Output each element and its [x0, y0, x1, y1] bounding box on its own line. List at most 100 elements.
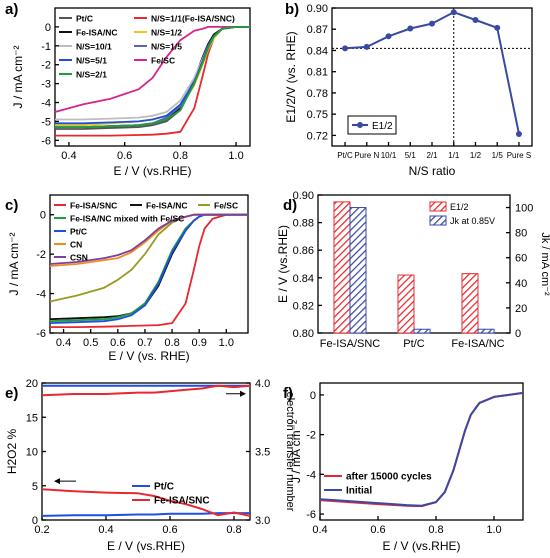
x-tick-label: 0.4 [98, 524, 113, 536]
bar-e-half [397, 274, 415, 334]
y-axis-label-right: electron transfer number [284, 392, 296, 512]
legend-label: CSN [70, 253, 88, 263]
x-tick-label: Fe-ISA/NC [451, 338, 504, 350]
x-tick-label: 0.4 [61, 150, 76, 162]
y-axis-label: J / mA cm⁻² [7, 232, 21, 295]
x-axis-label: E / V (vs. RHE) [108, 349, 189, 363]
legend-label: Fe-ISA/NC mixed with Fe/SC [70, 214, 184, 224]
x-tick-label: 0.8 [164, 337, 179, 349]
x-tick-label: Pure S [507, 151, 531, 160]
y-tick-label: 0 [515, 328, 521, 340]
y-tick-label: -4 [36, 289, 46, 301]
x-tick-label: 0.8 [428, 524, 443, 536]
panel-label: d) [283, 197, 297, 214]
x-axis-label: E / V (vs.RHE) [113, 164, 191, 178]
y-tick-label: -2 [41, 60, 51, 72]
data-point [363, 43, 370, 50]
panel-b: 0.72 0.75 0.78 0.81 0.84 0.87 0.90 Pt/C Pure N 10… [284, 1, 533, 178]
bar-e-half [333, 201, 351, 334]
y-tick-label: -6 [306, 509, 316, 521]
x-tick-label: 1/2 [470, 151, 482, 160]
x-tick-label: 0.8 [173, 150, 188, 162]
legend-label: N/S=1/2 [151, 28, 182, 38]
x-tick-label: Pt/C [403, 338, 424, 350]
y-tick-label: 0.90 [307, 3, 328, 15]
y-tick-label: 80 [515, 228, 527, 240]
y-tick-label: -6 [41, 135, 51, 147]
x-tick-label: 0.4 [312, 524, 327, 536]
y-tick-label: 40 [515, 278, 527, 290]
legend-label: Fe/SC [151, 56, 175, 66]
series-line [41, 512, 250, 517]
y-tick-label: 3.0 [255, 515, 270, 527]
data-point [407, 25, 414, 32]
data-point [385, 33, 392, 40]
series-line [50, 213, 248, 329]
series-line [319, 391, 524, 507]
series-line [55, 25, 250, 128]
y-tick-label: 20 [26, 378, 38, 390]
panel-label: c) [5, 197, 18, 214]
legend-swatch [429, 201, 447, 212]
y-tick-label: -6 [36, 328, 46, 340]
y-tick-label: 20 [515, 303, 527, 315]
panel-e: 0.2 0.4 0.6 0.8 0 5 10 15 20 3.0 3.5 4.0 Pt/C Fe-ISA/… [5, 378, 296, 553]
x-axis-label: E / V (vs.RHE) [107, 539, 185, 553]
legend-label: CN [70, 240, 82, 250]
y-axis-label-right: Jk / mA cm⁻² [539, 232, 550, 296]
y-tick-label: 60 [515, 253, 527, 265]
x-tick-label: 0.6 [370, 524, 385, 536]
legend-label: Fe-ISA/SNC [154, 496, 210, 507]
legend-box [347, 115, 397, 135]
x-tick-label: 1.0 [228, 150, 243, 162]
x-tick-label: 0.5 [83, 337, 98, 349]
legend-marker [357, 122, 363, 128]
bar-jk [477, 328, 495, 334]
panel-label: b) [285, 1, 299, 18]
y-tick-label: 0.78 [307, 88, 328, 100]
legend-label: N/S=2/1 [76, 70, 107, 80]
legend-label: Fe-ISA/SNC [70, 201, 117, 211]
y-axis-label-left: H2O2 % [5, 428, 19, 474]
x-tick-label: 0.6 [162, 524, 177, 536]
legend-label: N/S=5/1 [76, 56, 107, 66]
x-tick-label: 1.0 [219, 337, 234, 349]
y-tick-label: -5 [41, 116, 51, 128]
data-point [450, 9, 457, 16]
data-point [515, 130, 522, 137]
y-tick-label: 0.82 [293, 300, 314, 312]
data-point [472, 17, 479, 24]
legend-label: Pt/C [70, 227, 87, 237]
legend-label: N/S=1/5 [151, 42, 182, 52]
y-tick-label: -2 [36, 249, 46, 261]
y-tick-label: 0 [45, 22, 51, 34]
x-tick-label: 1/5 [492, 151, 504, 160]
legend-label: Fe-ISA/NC [146, 201, 188, 211]
x-tick-label: 5/1 [405, 151, 417, 160]
y-tick-label: 15 [26, 412, 38, 424]
data-point [342, 45, 349, 52]
arrow-left-head [54, 478, 60, 485]
y-tick-label: 0.72 [307, 130, 328, 142]
panel-label: f) [283, 385, 293, 402]
series-line [49, 213, 248, 265]
bar-jk [413, 328, 431, 334]
x-tick-label: 0.7 [137, 337, 152, 349]
legend-label: N/S=10/1 [76, 42, 112, 52]
legend-label: Pt/C [154, 482, 174, 493]
y-tick-label: 5 [32, 481, 38, 493]
x-tick-label: Fe-ISA/SNC [320, 338, 381, 350]
x-tick-label: 0.2 [34, 524, 49, 536]
y-tick-label: -1 [41, 41, 51, 53]
x-tick-label: 1/1 [448, 151, 460, 160]
x-tick-label: 0.9 [192, 337, 207, 349]
x-tick-label: 2/1 [426, 151, 438, 160]
panel-label: a) [5, 1, 18, 18]
y-axis-label-left: E / V (vs.RHE) [276, 225, 290, 303]
legend-label: Fe/SC [214, 201, 238, 211]
series-line [41, 384, 251, 397]
plot-frame [319, 382, 524, 521]
legend-swatch [429, 215, 447, 226]
y-tick-label: 0 [310, 390, 316, 402]
